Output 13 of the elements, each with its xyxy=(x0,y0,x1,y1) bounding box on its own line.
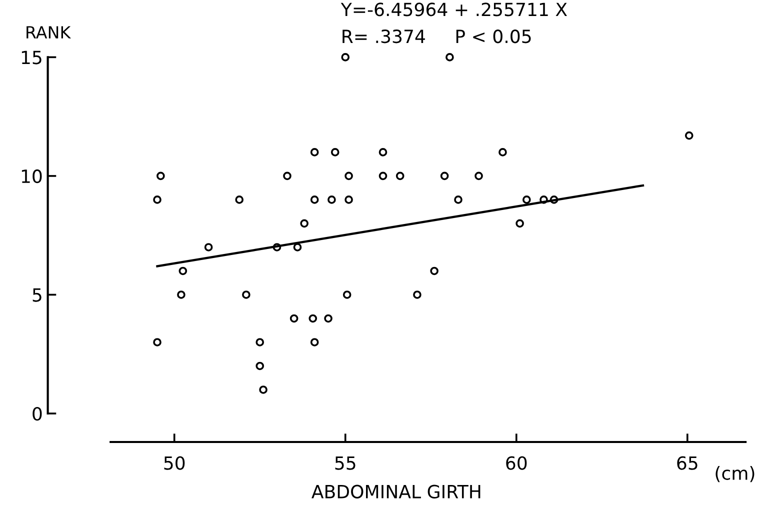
y-tick-label: 0 xyxy=(32,406,42,421)
x-tick-label: 60 xyxy=(506,456,527,470)
text: Y=-6.45964 + .255711 X xyxy=(340,2,568,16)
x-axis-title: ABDOMINAL GIRTH xyxy=(312,484,480,498)
text: (cm) xyxy=(716,466,754,482)
x-tick-label: 65 xyxy=(677,456,698,470)
y-tick-label: 10 xyxy=(22,169,42,184)
x-tick-label: 50 xyxy=(164,456,185,470)
y-tick-label: 15 xyxy=(22,50,42,64)
y-axis-title: RANK xyxy=(26,26,72,38)
y-tick-label: 5 xyxy=(32,288,42,302)
x-tick-label: 55 xyxy=(335,456,356,470)
text: R= .3374 P < 0.05 xyxy=(342,30,531,44)
